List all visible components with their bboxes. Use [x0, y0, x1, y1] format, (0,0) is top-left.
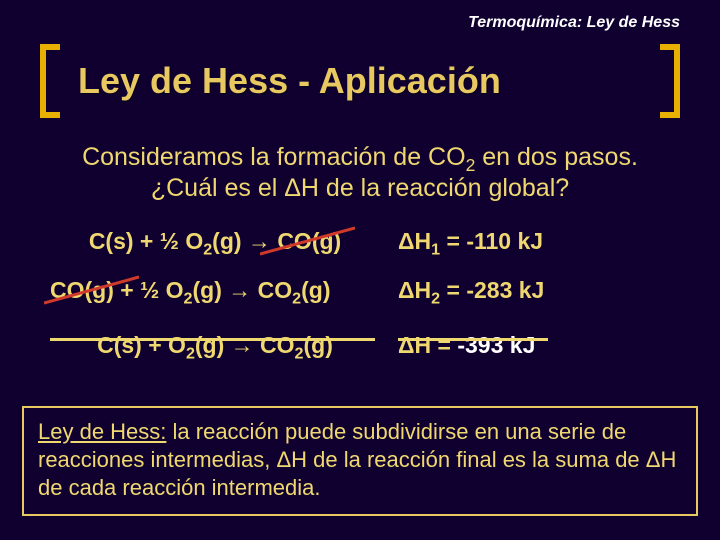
eq3-b: (g) → CO — [195, 332, 295, 358]
bracket-left-icon — [40, 44, 60, 118]
reaction-row-1: C(s) + ½ O2(g) → CO(g) ΔH1 = -110 kJ — [50, 228, 660, 255]
eq2-c: (g) — [301, 277, 330, 303]
intro-text: Consideramos la formación de CO2 en dos … — [38, 142, 682, 205]
eq1-a: C(s) + ½ O — [89, 228, 203, 254]
eq1-b: (g) → CO(g) — [212, 228, 341, 254]
eq2-s1: 2 — [184, 290, 193, 308]
rule-left — [50, 338, 375, 341]
dh2-s: 2 — [431, 290, 440, 308]
title-row: Ley de Hess - Aplicación — [40, 44, 680, 118]
dh1-a: ΔH — [398, 228, 431, 254]
dh1: ΔH1 = -110 kJ — [398, 228, 660, 255]
slide-title: Ley de Hess - Aplicación — [78, 60, 501, 102]
reaction-row-3: C(s) + O2(g) → CO2(g) ΔH = -393 kJ — [50, 332, 660, 359]
eq3-s2: 2 — [295, 345, 304, 363]
eq2: CO(g) + ½ O2(g) → CO2(g) — [50, 277, 380, 304]
eq3-a: C(s) + O — [97, 332, 186, 358]
eq1: C(s) + ½ O2(g) → CO(g) — [50, 228, 380, 255]
dh2-b: = -283 kJ — [440, 277, 544, 303]
dh1-b: = -110 kJ — [440, 228, 543, 254]
footer-lead: Ley de Hess: — [38, 419, 166, 444]
dh1-s: 1 — [431, 241, 440, 259]
reaction-row-2: CO(g) + ½ O2(g) → CO2(g) ΔH2 = -283 kJ — [50, 277, 660, 304]
slide: Termoquímica: Ley de Hess Ley de Hess - … — [0, 0, 720, 540]
reactions-block: C(s) + ½ O2(g) → CO(g) ΔH1 = -110 kJ CO(… — [50, 228, 660, 381]
eq2-a: CO(g) + ½ O — [50, 277, 184, 303]
bracket-right-icon — [660, 44, 680, 118]
eq3: C(s) + O2(g) → CO2(g) — [50, 332, 380, 359]
intro-line1a: Consideramos la formación de CO — [82, 143, 466, 171]
dh2: ΔH2 = -283 kJ — [398, 277, 660, 304]
header-label: Termoquímica: Ley de Hess — [0, 14, 680, 32]
dh2-a: ΔH — [398, 277, 431, 303]
eq3-c: (g) — [304, 332, 333, 358]
dh3-value: -393 kJ — [457, 332, 535, 358]
eq2-b: (g) → CO — [193, 277, 293, 303]
eq1-s1: 2 — [203, 241, 212, 259]
rule-right — [398, 338, 548, 341]
dh3: ΔH = -393 kJ — [398, 332, 660, 359]
eq3-s1: 2 — [186, 345, 195, 363]
footer-box: Ley de Hess: la reacción puede subdividi… — [22, 406, 698, 516]
eq2-s2: 2 — [292, 290, 301, 308]
intro-line2: ¿Cuál es el ΔH de la reacción global? — [38, 173, 682, 204]
dh3-label: ΔH = — [398, 332, 457, 358]
intro-line1b: en dos pasos. — [475, 143, 638, 171]
intro-sub: 2 — [466, 155, 476, 175]
